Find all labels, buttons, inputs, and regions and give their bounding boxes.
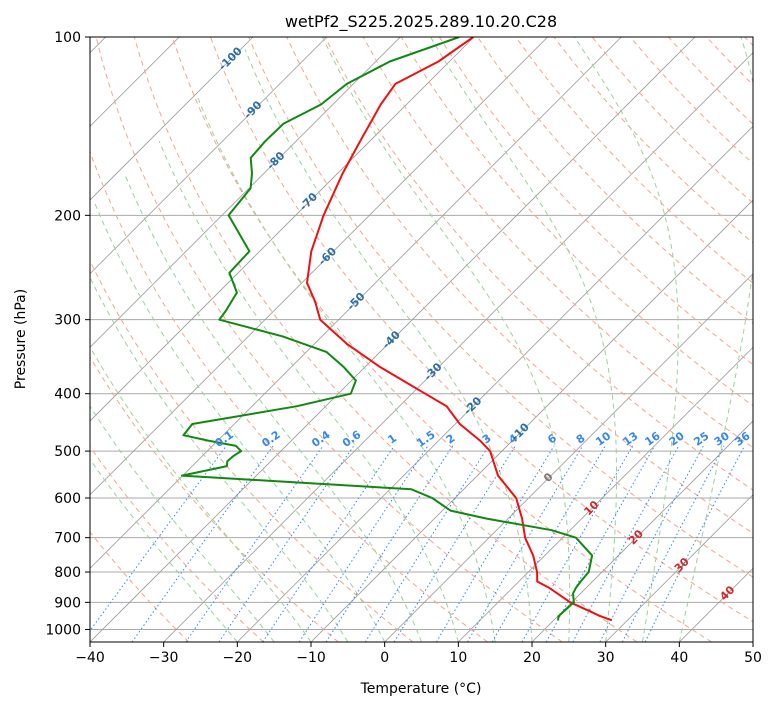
y-tick-label: 600	[54, 491, 81, 507]
x-tick-label: −40	[75, 650, 105, 666]
y-tick-label: 500	[54, 444, 81, 460]
x-tick-label: 30	[597, 650, 615, 666]
y-tick-label: 700	[54, 531, 81, 547]
y-tick-label: 100	[54, 30, 81, 46]
y-tick-label: 400	[54, 387, 81, 403]
x-tick-label: 0	[380, 650, 389, 666]
chart-title: wetPf2_S225.2025.289.10.20.C28	[285, 12, 557, 32]
x-tick-label: 10	[449, 650, 467, 666]
x-tick-label: 50	[744, 650, 762, 666]
y-tick-label: 200	[54, 208, 81, 224]
x-tick-label: −20	[223, 650, 253, 666]
x-axis-label: Temperature (°C)	[360, 681, 482, 697]
y-tick-label: 800	[54, 565, 81, 581]
x-tick-label: 20	[523, 650, 541, 666]
y-axis-label: Pressure (hPa)	[13, 289, 29, 389]
y-tick-label: 900	[54, 595, 81, 611]
x-tick-label: −30	[149, 650, 179, 666]
y-tick-label: 1000	[45, 622, 81, 638]
x-tick-label: 40	[670, 650, 688, 666]
y-tick-label: 300	[54, 313, 81, 329]
x-tick-label: −10	[296, 650, 326, 666]
